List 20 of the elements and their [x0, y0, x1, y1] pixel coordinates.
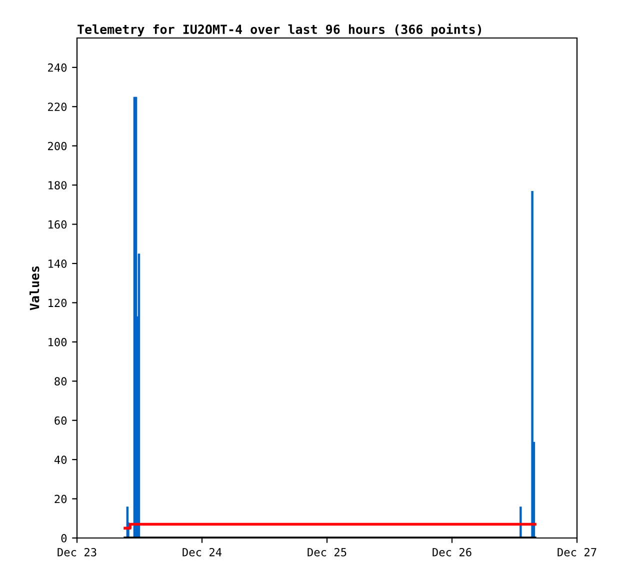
y-tick-label: 120: [48, 298, 67, 308]
y-tick-label: 100: [48, 338, 67, 346]
y-tick-label: 140: [48, 259, 67, 268]
chart-title: Telemetry for IU2OMT-4 over last 96 hours (366 points): [78, 24, 482, 36]
y-tick-label: 40: [54, 456, 67, 464]
x-tick-label: Dec 27: [558, 548, 596, 556]
y-tick-label: 220: [48, 102, 67, 112]
x-tick-label: Dec 25: [308, 548, 346, 556]
y-tick-label: 60: [54, 416, 67, 425]
y-tick-label: 200: [48, 142, 67, 150]
x-tick-label: Dec 23: [58, 548, 96, 556]
y-tick-label: 20: [54, 494, 67, 504]
y-tick-label: 160: [48, 220, 67, 229]
y-tick-label: 240: [48, 63, 67, 72]
x-tick-label: Dec 24: [182, 548, 222, 556]
y-axis-title: Values: [30, 266, 40, 310]
y-tick-label: 0: [61, 534, 67, 542]
y-tick-label: 180: [48, 181, 67, 190]
x-tick-label: Dec 26: [432, 548, 472, 556]
y-tick-label: 80: [54, 377, 67, 386]
